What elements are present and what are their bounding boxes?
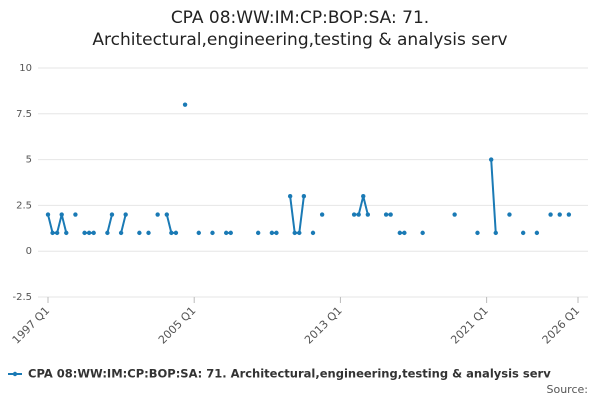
data-point <box>310 230 316 236</box>
data-point <box>361 194 366 199</box>
data-point <box>292 230 297 236</box>
data-point <box>86 230 92 236</box>
data-point <box>493 230 498 236</box>
data-point <box>169 230 174 236</box>
y-tick-label: 7.5 <box>16 109 32 120</box>
data-point <box>228 230 233 236</box>
data-point <box>196 230 201 236</box>
legend-marker <box>12 371 18 377</box>
data-point <box>388 212 393 217</box>
y-tick-label: 10 <box>19 63 32 74</box>
data-point <box>548 212 553 217</box>
x-tick-label: 2005 Q1 <box>156 304 199 347</box>
data-point <box>109 212 115 217</box>
y-tick-label: -2.5 <box>12 292 32 303</box>
data-point <box>475 230 480 236</box>
data-point <box>557 212 562 217</box>
data-point <box>520 230 526 236</box>
data-point <box>566 212 572 217</box>
data-point <box>173 230 179 236</box>
data-point <box>274 230 279 236</box>
x-tick-label: 1997 Q1 <box>10 304 53 347</box>
data-point <box>123 212 128 217</box>
data-point <box>105 230 110 236</box>
data-point <box>452 212 457 217</box>
x-tick-label: 2013 Q1 <box>302 304 345 347</box>
data-point <box>397 230 403 236</box>
data-point <box>182 102 188 107</box>
data-point <box>420 230 425 236</box>
series-line <box>48 160 569 233</box>
data-point <box>351 212 357 217</box>
data-point <box>45 212 51 217</box>
source: Source: <box>547 383 589 396</box>
data-point <box>146 230 151 236</box>
data-point <box>319 212 325 217</box>
data-point <box>365 212 371 217</box>
y-tick-label: 2.5 <box>16 200 32 211</box>
chart-title: CPA 08:WW:IM:CP:BOP:SA: 71. <box>171 8 429 28</box>
data-point <box>402 230 407 236</box>
data-point <box>534 230 540 236</box>
data-point <box>118 230 124 236</box>
data-point <box>269 230 275 236</box>
y-tick-label: 0 <box>26 246 32 257</box>
legend-label: CPA 08:WW:IM:CP:BOP:SA: 71. Architectura… <box>28 367 551 381</box>
data-point <box>82 230 87 236</box>
data-point <box>155 212 160 217</box>
data-point <box>91 230 96 236</box>
data-point <box>488 157 494 162</box>
data-point <box>383 212 389 217</box>
x-tick-label: 2021 Q1 <box>448 304 491 347</box>
data-point <box>210 230 215 236</box>
data-point <box>356 212 361 217</box>
chart-title: Architectural,engineering,testing & anal… <box>92 30 507 50</box>
data-point <box>73 212 78 217</box>
data-point <box>54 230 60 236</box>
data-point <box>50 230 55 236</box>
data-point <box>59 212 64 217</box>
x-tick-label: 2026 Q1 <box>540 304 583 347</box>
data-point <box>137 230 142 236</box>
data-point <box>507 212 512 217</box>
data-point <box>164 212 169 217</box>
data-point <box>64 230 69 236</box>
data-point <box>287 194 293 199</box>
data-point <box>297 230 302 236</box>
data-point <box>301 194 307 199</box>
data-point <box>223 230 229 236</box>
y-tick-label: 5 <box>26 155 32 166</box>
data-point <box>255 230 261 236</box>
